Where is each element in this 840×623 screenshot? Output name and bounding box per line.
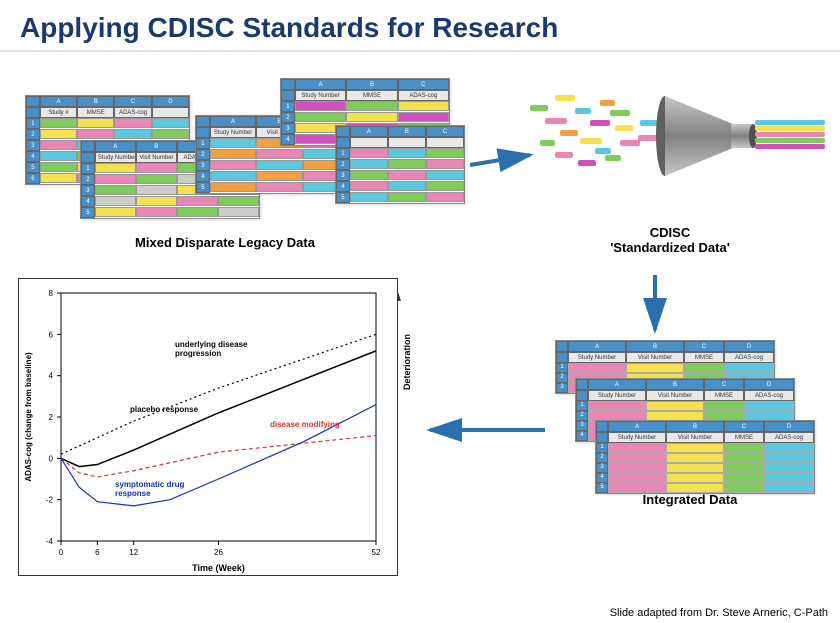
legacy-label: Mixed Disparate Legacy Data bbox=[100, 235, 350, 250]
standardized-label: CDISC 'Standardized Data' bbox=[585, 225, 755, 255]
svg-text:0: 0 bbox=[59, 548, 64, 557]
title-bar: Applying CDISC Standards for Research bbox=[0, 0, 840, 52]
slide-title: Applying CDISC Standards for Research bbox=[20, 12, 820, 44]
output-bar bbox=[755, 126, 825, 131]
svg-text:ADAS-cog (change from baseline: ADAS-cog (change from baseline) bbox=[24, 352, 33, 482]
series-label: disease modifying bbox=[270, 420, 340, 429]
slide-canvas: ABCDStudy #MMSEADAS-cog123456ABCDStudy N… bbox=[0, 60, 840, 623]
data-fragment bbox=[530, 105, 548, 111]
standardized-l2: 'Standardized Data' bbox=[585, 240, 755, 255]
svg-text:-4: -4 bbox=[46, 537, 54, 546]
data-fragment bbox=[545, 118, 567, 124]
integrated-table: ABCDStudy NumberVisit NumberMMSEADAS-cog… bbox=[595, 420, 815, 494]
svg-text:26: 26 bbox=[214, 548, 223, 557]
output-bar bbox=[755, 144, 825, 149]
svg-text:Time (Week): Time (Week) bbox=[192, 563, 245, 573]
data-fragment bbox=[615, 125, 633, 131]
data-fragment bbox=[580, 138, 602, 144]
svg-text:0: 0 bbox=[49, 454, 54, 463]
data-fragment bbox=[620, 140, 640, 146]
svg-text:4: 4 bbox=[49, 372, 54, 381]
data-fragment bbox=[540, 140, 555, 146]
data-fragment bbox=[555, 152, 573, 158]
output-bar bbox=[755, 138, 825, 143]
data-fragment bbox=[555, 95, 575, 101]
series-label: placebo response bbox=[130, 405, 198, 414]
data-fragment bbox=[578, 160, 596, 166]
attribution: Slide adapted from Dr. Steve Arneric, C-… bbox=[610, 607, 828, 619]
series-label: symptomatic drug response bbox=[115, 480, 184, 498]
svg-text:52: 52 bbox=[372, 548, 381, 557]
data-fragment bbox=[590, 120, 610, 126]
data-fragment bbox=[610, 110, 630, 116]
data-fragment bbox=[595, 148, 611, 154]
data-fragment bbox=[605, 155, 621, 161]
standardized-l1: CDISC bbox=[585, 225, 755, 240]
svg-text:6: 6 bbox=[95, 548, 100, 557]
svg-text:2: 2 bbox=[49, 413, 54, 422]
data-fragment bbox=[600, 100, 615, 106]
series-label: underlying disease progression bbox=[175, 340, 247, 358]
data-fragment bbox=[575, 108, 591, 114]
data-fragment bbox=[560, 130, 578, 136]
svg-text:6: 6 bbox=[49, 330, 54, 339]
integrated-label: Integrated Data bbox=[610, 492, 770, 507]
svg-text:12: 12 bbox=[129, 548, 138, 557]
svg-text:-2: -2 bbox=[46, 496, 54, 505]
legacy-table: ABC12345 bbox=[335, 125, 465, 204]
deterioration-label: Deterioration bbox=[402, 334, 412, 390]
adas-cog-chart: 0 6 12 26 52 -4 -2 0 2 4 6 8 Time (Week) ADAS-cog (ch… bbox=[18, 278, 398, 576]
svg-text:8: 8 bbox=[49, 289, 54, 298]
chart-plot: 0 6 12 26 52 -4 -2 0 2 4 6 8 Time (Week) ADAS-cog (ch… bbox=[19, 279, 399, 577]
output-bar bbox=[755, 132, 825, 137]
output-bar bbox=[755, 120, 825, 125]
